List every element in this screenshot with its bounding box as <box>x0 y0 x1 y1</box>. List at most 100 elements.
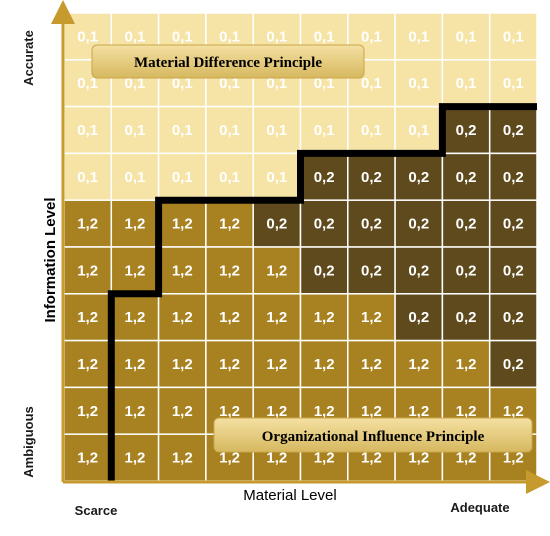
matrix-cell <box>441 152 491 201</box>
matrix-cell-value: 0,1 <box>125 75 146 92</box>
matrix-cell <box>488 339 538 389</box>
matrix-cell-value: 0,1 <box>314 75 335 92</box>
matrix-cell-value: 0,2 <box>503 309 524 326</box>
matrix-cell <box>488 199 538 248</box>
matrix-cell <box>394 105 444 155</box>
matrix-cell-value: 1,2 <box>219 262 240 279</box>
matrix-cell <box>394 12 444 61</box>
matrix-cell-value: 1,2 <box>219 309 240 326</box>
matrix-cell-value: 0,1 <box>77 122 98 139</box>
matrix-cell <box>299 293 349 342</box>
matrix-cell-value: 1,2 <box>172 450 193 467</box>
matrix-cell <box>441 246 491 295</box>
y-axis-top-label: Accurate <box>21 30 36 86</box>
matrix-cell <box>394 339 444 389</box>
matrix-cell-value: 0,1 <box>266 122 287 139</box>
matrix-cell-value: 0,1 <box>219 28 240 45</box>
matrix-cell-value: 0,1 <box>503 28 524 45</box>
matrix-cell <box>347 152 396 201</box>
matrix-cell-value: 0,2 <box>503 356 524 373</box>
matrix-cell <box>441 199 491 248</box>
matrix-cell-value: 0,1 <box>77 75 98 92</box>
matrix-cell <box>157 293 207 342</box>
matrix-cell <box>299 199 349 248</box>
matrix-cell-value: 0,2 <box>408 169 429 186</box>
matrix-cell <box>488 105 538 155</box>
matrix-cell <box>394 59 444 108</box>
matrix-cell-value: 0,1 <box>172 122 193 139</box>
matrix-cell-value: 0,1 <box>314 122 335 139</box>
matrix-cell-value: 1,2 <box>266 356 287 373</box>
x-axis-right-label: Adequate <box>450 500 509 515</box>
matrix-cell <box>441 339 491 389</box>
matrix-cell-value: 1,2 <box>125 450 146 467</box>
matrix-cell-value: 0,2 <box>361 169 382 186</box>
matrix-cell-value: 0,2 <box>408 262 429 279</box>
matrix-cell-value: 1,2 <box>77 262 98 279</box>
matrix-cell-value: 0,2 <box>314 169 335 186</box>
matrix-cell-value: 0,1 <box>125 169 146 186</box>
matrix-cell-value: 0,1 <box>361 28 382 45</box>
matrix-cell-value: 1,2 <box>314 403 335 420</box>
matrix-cell-value: 1,2 <box>219 356 240 373</box>
matrix-cell-value: 0,1 <box>77 28 98 45</box>
matrix-cell <box>63 246 113 295</box>
matrix-cell-value: 0,2 <box>503 122 524 139</box>
material-difference-label: Material Difference Principle <box>134 55 322 71</box>
matrix-cell-value: 1,2 <box>77 403 98 420</box>
matrix-cell-value: 1,2 <box>172 403 193 420</box>
matrix-cell <box>110 339 160 389</box>
matrix-cell-value: 1,2 <box>125 216 146 233</box>
matrix-cell-value: 0,1 <box>314 28 335 45</box>
matrix-cell-value: 1,2 <box>172 309 193 326</box>
matrix-cell-value: 0,1 <box>219 122 240 139</box>
matrix-cell-value: 1,2 <box>503 450 524 467</box>
organizational-influence-label: Organizational Influence Principle <box>262 429 485 445</box>
matrix-cell <box>299 246 349 295</box>
matrix-cell-value: 0,1 <box>77 169 98 186</box>
matrix-cell <box>488 12 538 61</box>
matrix-cell-value: 0,1 <box>456 75 477 92</box>
matrix-cell <box>394 246 444 295</box>
matrix-cell-value: 1,2 <box>77 356 98 373</box>
matrix-cell-value: 1,2 <box>77 450 98 467</box>
matrix-cell-value: 0,1 <box>408 122 429 139</box>
matrix-cell <box>157 246 207 295</box>
matrix-cell <box>205 199 254 248</box>
matrix-cell-value: 1,2 <box>503 403 524 420</box>
matrix-cell <box>205 246 254 295</box>
matrix-cell-value: 1,2 <box>125 262 146 279</box>
matrix-cell-value: 1,2 <box>219 403 240 420</box>
matrix-cell-value: 0,2 <box>314 216 335 233</box>
matrix-cell-value: 1,2 <box>266 309 287 326</box>
matrix-cell-value: 0,1 <box>266 169 287 186</box>
matrix-cell-value: 1,2 <box>408 450 429 467</box>
boundary-staircase-line <box>107 103 537 481</box>
matrix-cell-value: 1,2 <box>408 403 429 420</box>
matrix-cell-value: 1,2 <box>266 262 287 279</box>
matrix-cell-value: 0,1 <box>172 169 193 186</box>
matrix-cell <box>205 293 254 342</box>
matrix-cell <box>110 199 160 248</box>
matrix-cell <box>394 199 444 248</box>
matrix-cell-value: 0,2 <box>361 262 382 279</box>
matrix-cell <box>63 433 113 482</box>
matrix-cell-value: 1,2 <box>172 356 193 373</box>
matrix-cell-value: 0,1 <box>219 169 240 186</box>
matrix-cell-value: 1,2 <box>361 309 382 326</box>
matrix-cells: 0,1 0,1 0,1 0,1 0,1 0,1 0,1 0,1 0,1 0,1 0,1 0,1 0,1 0… <box>63 12 538 482</box>
matrix-cell <box>63 386 113 435</box>
matrix-cell-value: 0,1 <box>125 28 146 45</box>
matrix-cell-value: 1,2 <box>314 309 335 326</box>
matrix-cell-value: 1,2 <box>456 403 477 420</box>
matrix-cell-value: 0,1 <box>266 75 287 92</box>
matrix-cell-value: 0,2 <box>456 216 477 233</box>
matrix-cell-value: 0,1 <box>503 75 524 92</box>
matrix-cell-value: 1,2 <box>125 403 146 420</box>
matrix-cell-value: 0,2 <box>408 216 429 233</box>
x-axis-title: Material Level <box>243 487 336 504</box>
matrix-cell-value: 0,2 <box>456 262 477 279</box>
principle-boundary <box>107 103 537 481</box>
matrix-cell-value: 1,2 <box>125 356 146 373</box>
